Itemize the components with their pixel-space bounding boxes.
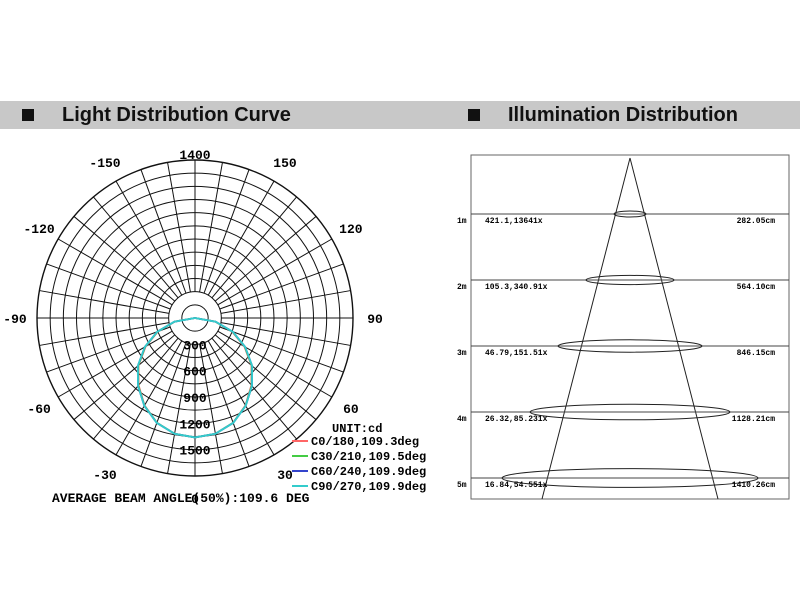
light-distribution-title: Light Distribution Curve: [62, 103, 291, 126]
angle-tick-label: -30: [93, 468, 117, 483]
angle-tick-label: 30: [277, 468, 293, 483]
grid-spoke: [57, 238, 173, 306]
header-banner: [0, 101, 800, 129]
illumination-frame: [470, 154, 790, 500]
beam-edge-left: [541, 157, 631, 500]
distance-label: 5m: [457, 481, 467, 490]
grid-spoke: [220, 290, 351, 314]
angle-tick-label: 0: [191, 492, 199, 507]
grid-spoke: [140, 342, 187, 467]
angle-tick-label: 150: [273, 156, 297, 171]
diameter-label: 1410.26cm: [732, 481, 775, 490]
beam-ellipse: [613, 210, 647, 218]
illuminance-label: 421.1,13641x: [485, 217, 543, 226]
angle-tick-label: 60: [343, 402, 359, 417]
beam-ellipse: [585, 274, 675, 286]
angle-tick-label: -120: [24, 222, 55, 237]
diameter-label: 564.10cm: [737, 283, 776, 292]
grid-spoke: [220, 322, 351, 346]
grid-spoke: [167, 343, 191, 474]
grid-spoke: [39, 322, 170, 346]
angle-tick-label: -150: [89, 156, 120, 171]
radial-tick-label: 600: [183, 365, 207, 380]
beam-ellipse: [501, 468, 759, 488]
legend-entry: C30/210,109.5deg: [311, 450, 426, 464]
legend-entry: C90/270,109.9deg: [311, 480, 426, 494]
distance-label: 4m: [457, 415, 467, 424]
illuminance-label: 46.79,151.51x: [485, 349, 548, 358]
grid-spoke: [115, 180, 183, 296]
distance-label: 1m: [457, 217, 467, 226]
square-bullet-icon: [22, 109, 34, 121]
grid-spoke: [219, 263, 344, 310]
grid-spoke: [211, 337, 297, 440]
distance-label: 2m: [457, 283, 467, 292]
grid-spoke: [39, 290, 170, 314]
distance-label: 3m: [457, 349, 467, 358]
grid-spoke: [73, 216, 176, 302]
top-radial-label: 1400: [179, 148, 210, 163]
illumination-body: 1m 421.1,13641x 282.05cm 2m 105.3,340.91x 564…: [457, 157, 789, 500]
beam-ellipse: [557, 339, 703, 353]
light-distribution-header: Light Distribution Curve: [22, 102, 291, 128]
beam-edge-right: [629, 157, 719, 500]
illuminance-label: 105.3,340.91x: [485, 283, 548, 292]
grid-spoke: [199, 343, 223, 474]
radial-tick-label: 1200: [179, 417, 210, 432]
polar-grid: [36, 159, 354, 477]
grid-spoke: [167, 162, 191, 293]
grid-spoke: [217, 238, 333, 306]
grid-spoke: [217, 330, 333, 398]
diameter-label: 846.15cm: [737, 349, 776, 358]
legend-entry: C0/180,109.3deg: [311, 435, 419, 449]
angle-tick-label: -60: [27, 402, 51, 417]
legend-entry: C60/240,109.9deg: [311, 465, 426, 479]
legend: C0/180,109.3degC30/210,109.5degC60/240,1…: [292, 435, 426, 494]
grid-spoke: [207, 340, 275, 456]
illuminance-label: 16.84,54.551x: [485, 481, 548, 490]
series-curve: [136, 317, 254, 439]
grid-spoke: [93, 337, 179, 440]
radial-tick-label: 900: [183, 391, 207, 406]
diameter-label: 282.05cm: [737, 217, 776, 226]
beam-ellipse: [529, 403, 731, 421]
illuminance-label: 26.32,85.231x: [485, 415, 548, 424]
diameter-label: 1128.21cm: [732, 415, 775, 424]
grid-spoke: [203, 342, 250, 467]
grid-spoke: [46, 263, 171, 310]
beam-angle-text: AVERAGE BEAM ANGLE(50%):109.6 DEG: [52, 491, 310, 506]
unit-label: UNIT:cd: [332, 422, 382, 436]
grid-spoke: [211, 196, 297, 299]
grid-spoke: [207, 180, 275, 296]
grid-spoke: [214, 216, 317, 302]
grid-spoke: [115, 340, 183, 456]
grid-circle: [181, 304, 209, 332]
grid-spoke: [199, 162, 223, 293]
radial-tick-label: 1500: [179, 444, 210, 459]
square-bullet-icon: [468, 109, 480, 121]
radial-tick-label: 300: [183, 338, 207, 353]
polar-labels: -150 150-120 120-90 90-60 60-30 3003006009001…: [3, 156, 383, 507]
angle-tick-label: 90: [367, 312, 383, 327]
grid-spoke: [46, 326, 171, 373]
grid-spoke: [73, 334, 176, 420]
angle-tick-label: 120: [339, 222, 363, 237]
grid-spoke: [214, 334, 317, 420]
grid-spoke: [219, 326, 344, 373]
illumination-distribution-header: Illumination Distribution: [468, 102, 738, 128]
illumination-distribution-title: Illumination Distribution: [508, 103, 738, 126]
grid-spoke: [57, 330, 173, 398]
angle-tick-label: -90: [3, 312, 27, 327]
grid-spoke: [140, 169, 187, 294]
grid-spoke: [93, 196, 179, 299]
polar-curves: [136, 317, 254, 439]
grid-spoke: [203, 169, 250, 294]
